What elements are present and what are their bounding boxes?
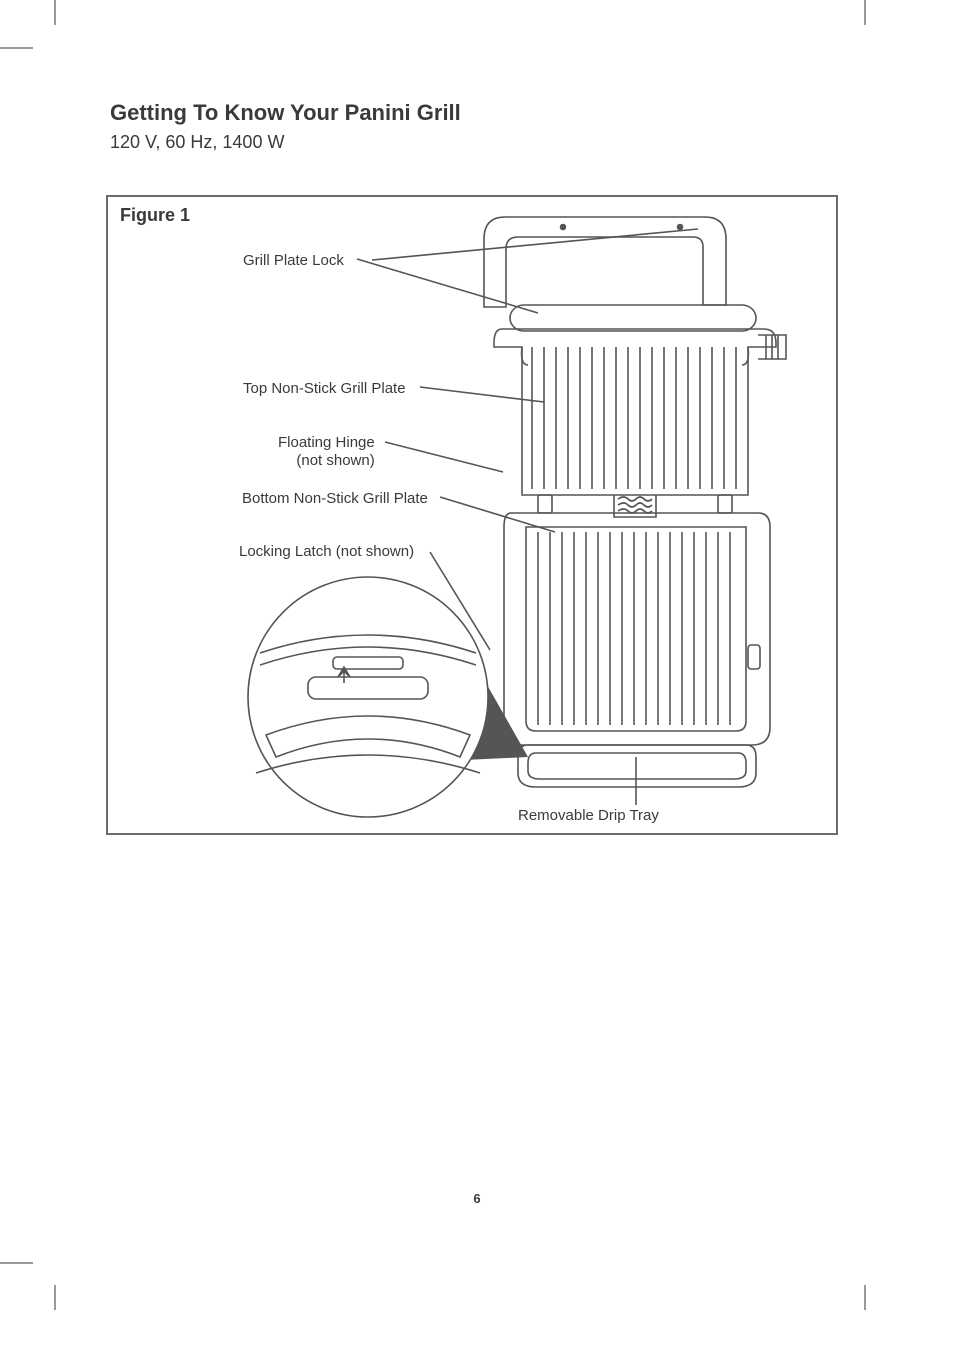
- page-header: Getting To Know Your Panini Grill 120 V,…: [110, 100, 850, 153]
- crop-mark: [54, 1285, 56, 1310]
- figure-1: Figure 1 Grill Plate Lock Top Non-Stick …: [106, 195, 838, 835]
- crop-mark: [54, 0, 56, 25]
- specs-line: 120 V, 60 Hz, 1400 W: [110, 132, 850, 153]
- grill-diagram: [108, 197, 836, 833]
- crop-mark: [0, 47, 33, 49]
- crop-mark: [0, 1262, 33, 1264]
- page-number: 6: [0, 1191, 954, 1206]
- crop-mark: [864, 0, 866, 25]
- crop-mark: [864, 1285, 866, 1310]
- page-title: Getting To Know Your Panini Grill: [110, 100, 850, 126]
